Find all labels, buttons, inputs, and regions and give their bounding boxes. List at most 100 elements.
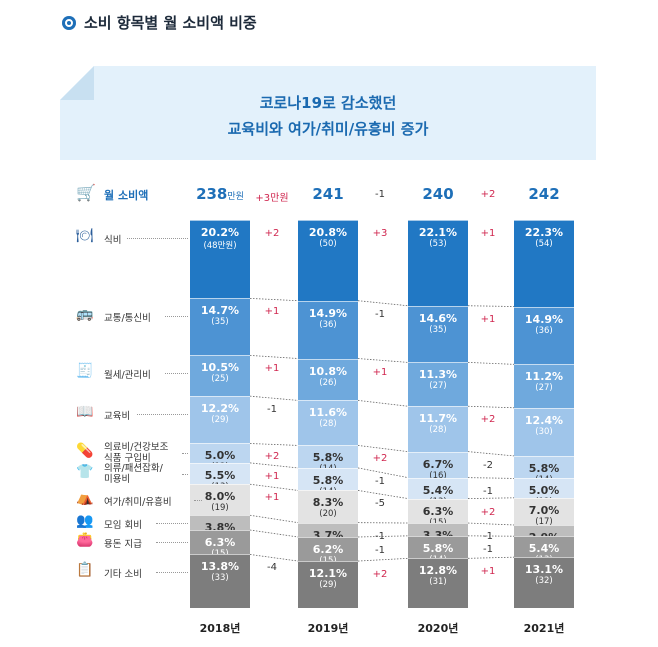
- segment-percent-label: 20.2%: [200, 226, 240, 239]
- medical-icon: 💊: [76, 443, 94, 460]
- chart-title: 소비 항목별 월 소비액 비중: [62, 12, 257, 33]
- segment-percent-label: 11.2%: [524, 370, 564, 384]
- segment-diff-label: +2: [264, 451, 280, 463]
- segment-diff-label: -5: [375, 498, 385, 510]
- category-label-line: 의료비/건강보조: [104, 442, 169, 454]
- segment-percent-label: 5.4%: [528, 542, 560, 556]
- bar-segment: [298, 220, 358, 301]
- bus-icon: 🚌: [76, 306, 94, 323]
- bar-segment: [514, 497, 574, 525]
- segment-amount-label: (28): [319, 419, 337, 430]
- cart-icon: 🛒: [76, 183, 96, 202]
- segment-amount-label: (30): [535, 426, 553, 437]
- category-label: 의류/패션잡화/미용비: [104, 463, 163, 485]
- segment-diff-label: +1: [264, 363, 280, 375]
- title-bullet-icon: [62, 15, 76, 30]
- segment-diff-label: -2: [483, 459, 493, 471]
- segment-diff-label: -1: [483, 531, 493, 543]
- total-diff-2: -1: [375, 189, 385, 200]
- segment-percent-label: 14.9%: [308, 306, 348, 320]
- bar-segment: [298, 300, 358, 359]
- bar-segment: [514, 364, 574, 408]
- category-label-line: 의류/패션잡화/: [104, 462, 163, 474]
- segment-percent-label: 5.4%: [422, 483, 454, 497]
- bar-segment: [298, 536, 358, 562]
- segment-amount-label: (36): [535, 325, 553, 336]
- segment-percent-label: 6.3%: [422, 504, 454, 518]
- other-icon: 📋: [76, 562, 94, 579]
- segment-amount-label: (25): [211, 374, 229, 385]
- tent-icon: ⛺: [76, 489, 94, 506]
- segment-amount-label: (29): [319, 580, 337, 591]
- segment-percent-label: 10.8%: [308, 364, 348, 378]
- bar-segment: [190, 462, 250, 485]
- leader-line: [182, 453, 188, 455]
- segment-diff-label: -4: [267, 562, 277, 574]
- book-icon: 📖: [76, 404, 94, 421]
- connector-line-stroke: [467, 361, 515, 365]
- segment-amount-label: (16): [429, 470, 447, 481]
- bar-segment: [514, 524, 574, 537]
- leader-line: [127, 238, 188, 239]
- segment-amount-label: (20): [319, 509, 337, 520]
- segment-amount-label: (33): [211, 573, 229, 584]
- clothing-icon: 👕: [76, 463, 94, 480]
- connector-line-stroke: [467, 405, 515, 409]
- category-label: 월세/관리비: [104, 370, 151, 382]
- segment-percent-label: 14.9%: [524, 312, 564, 326]
- segment-amount-label: (27): [535, 383, 553, 394]
- leader-line: [182, 473, 188, 475]
- total-diff-1: +3만원: [255, 193, 289, 204]
- receipt-icon: 🧾: [76, 363, 94, 380]
- segment-amount-label: (17): [535, 516, 553, 527]
- segment-percent-label: 5.5%: [204, 468, 236, 482]
- wallet-icon: 👛: [76, 532, 94, 549]
- segment-amount-label: (35): [211, 317, 229, 328]
- segment-amount-label: (48만원): [203, 241, 237, 251]
- bar-segment: [298, 561, 358, 608]
- segment-diff-label: +2: [480, 506, 496, 518]
- bar-segment: [514, 407, 574, 456]
- category-label: 의료비/건강보조 식품 구입비: [104, 442, 168, 464]
- segment-percent-label: 11.3%: [418, 368, 458, 382]
- segment-diff-label: +2: [372, 453, 388, 465]
- bar-segment: [408, 477, 468, 499]
- bar-segment: [190, 355, 250, 397]
- segment-percent-label: 22.3%: [524, 226, 564, 239]
- bar-segment: [408, 535, 468, 559]
- bar-segment: [514, 306, 574, 365]
- segment-amount-label: (15): [180, 549, 260, 559]
- leader-line: [165, 373, 188, 375]
- bar-segment: [298, 400, 358, 446]
- segment-percent-label: 11.6%: [308, 406, 348, 420]
- segment-percent-label: 5.8%: [312, 451, 344, 465]
- category-label: 용돈 지급: [104, 539, 142, 551]
- segment-amount-label: (35): [429, 324, 447, 335]
- segment-diff-label: -1: [483, 543, 493, 555]
- segment-percent-label: 12.4%: [524, 413, 564, 427]
- banner: [60, 66, 596, 160]
- bar-segment: [298, 358, 358, 401]
- segment-amount-label: (53): [429, 239, 447, 249]
- bar-segment: [408, 451, 468, 478]
- segment-diff-label: +2: [372, 569, 388, 581]
- segment-diff-label: -1: [483, 485, 493, 497]
- bar-segment: [190, 443, 250, 463]
- segment-amount-label: (15): [398, 518, 478, 528]
- segment-percent-label: 7.0%: [528, 503, 560, 517]
- segment-diff-label: +1: [264, 492, 280, 504]
- segment-amount-label: (15): [288, 556, 368, 566]
- segment-diff-label: +1: [480, 228, 496, 239]
- bar-segment: [298, 467, 358, 491]
- segment-percent-label: 12.2%: [200, 402, 240, 416]
- segment-percent-label: 8.3%: [312, 496, 344, 510]
- leader-line: [165, 316, 188, 318]
- segment-amount-label: (29): [211, 415, 229, 426]
- dining-icon: 🍽: [76, 228, 94, 244]
- connector-line-stroke: [357, 300, 409, 307]
- year-label: 2020년: [417, 622, 459, 635]
- segment-amount-label: (26): [319, 377, 337, 388]
- connector-line-stroke: [249, 443, 299, 446]
- segment-percent-label: 13.8%: [200, 560, 240, 574]
- connector-line-stroke: [467, 451, 515, 457]
